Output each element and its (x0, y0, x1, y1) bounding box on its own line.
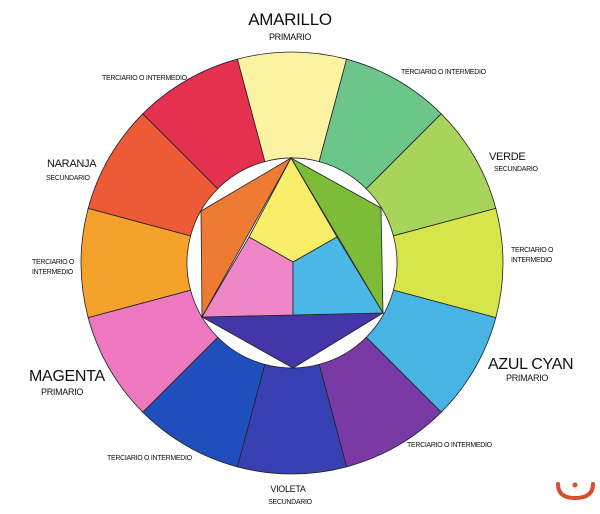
label-terciario-top-right: TERCIARIO O INTERMEDIO (401, 69, 486, 76)
ring-segment-terciario-naranja-amarillo (142, 58, 266, 190)
label-naranja: NARANJA (47, 158, 97, 170)
label-terciario-top-left: TERCIARIO O INTERMEDIO (102, 75, 187, 82)
label-amarillo: AMARILLO (248, 10, 332, 29)
label-terciario-right-1: TERCIARIO O (511, 247, 554, 254)
label-verde-sub: SECUNDARIO (494, 166, 538, 173)
label-azul-cyan-sub: PRIMARIO (506, 373, 549, 383)
orange-triangle (200, 156, 293, 319)
label-amarillo-sub: PRIMARIO (268, 32, 312, 42)
label-verde: VERDE (489, 151, 526, 163)
label-terciario-bottom-right: TERCIARIO O INTERMEDIO (407, 442, 492, 449)
label-violeta-sub: SECUNDARIO (268, 499, 312, 506)
color-ring (80, 51, 504, 475)
label-magenta-sub: PRIMARIO (41, 387, 84, 397)
label-violeta: VIOLETA (270, 484, 306, 494)
label-terciario-bottom-left: TERCIARIO O INTERMEDIO (107, 455, 192, 462)
label-naranja-sub: SECUNDARIO (46, 175, 90, 182)
label-magenta: MAGENTA (29, 368, 105, 385)
cyan-quad (292, 236, 384, 316)
center-hexagon (200, 156, 385, 369)
label-azul-cyan: AZUL CYAN (488, 356, 574, 373)
label-terciario-left-2: INTERMEDIO (32, 269, 73, 276)
label-terciario-right-2: INTERMEDIO (511, 257, 552, 264)
label-terciario-left-1: TERCIARIO O (32, 259, 75, 266)
watermark-logo (556, 482, 595, 501)
